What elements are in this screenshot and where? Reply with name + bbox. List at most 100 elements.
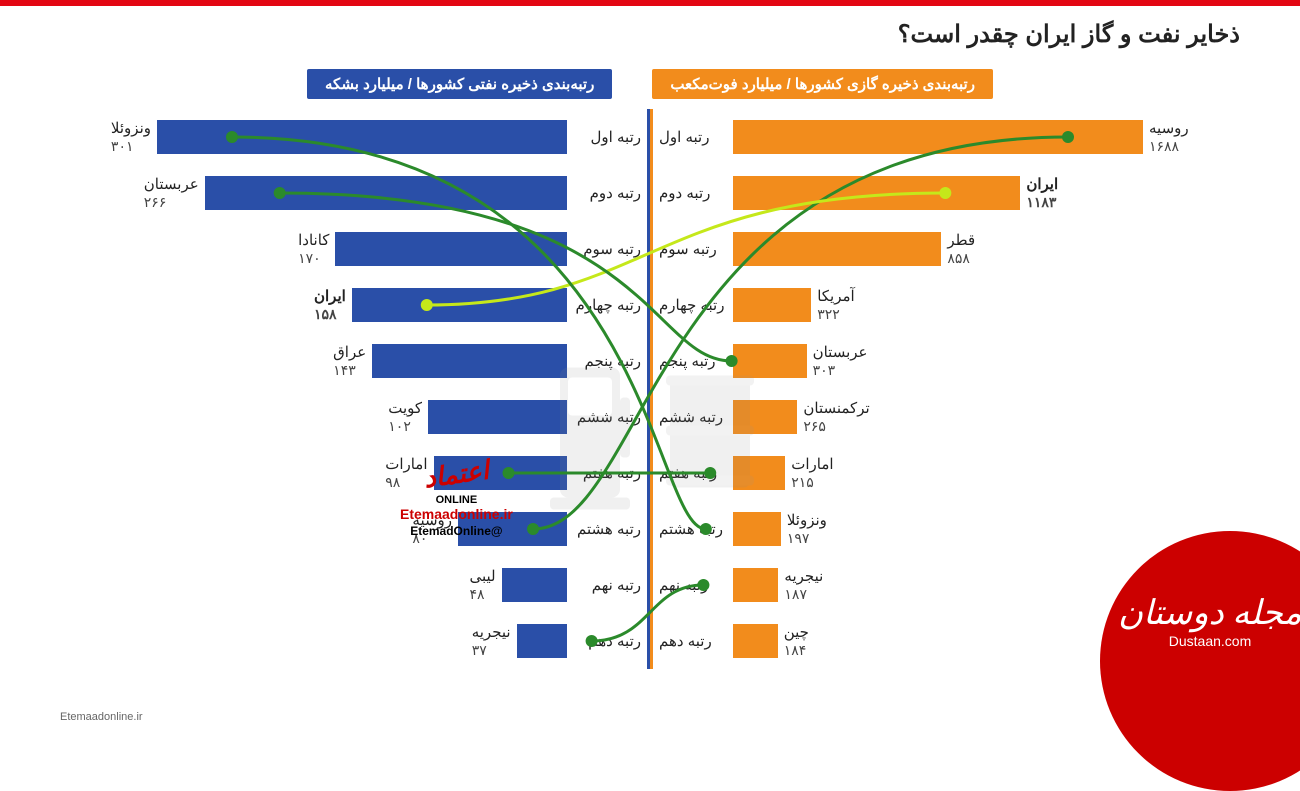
oil-label-block: عراق۱۴۳ bbox=[333, 344, 366, 379]
gas-bar-wrap: روسیه۱۶۸۸ bbox=[733, 120, 1240, 155]
gas-header: رتبه‌بندی ذخیره گازی کشورها / میلیارد فو… bbox=[652, 69, 993, 99]
oil-bar-wrap: کانادا۱۷۰ bbox=[60, 232, 567, 267]
gas-bar-china bbox=[733, 624, 778, 658]
gas-rank-label: رتبه سوم bbox=[653, 240, 733, 258]
gas-label-block: ایران۱۱۸۳ bbox=[1026, 176, 1058, 211]
gas-bar-usa bbox=[733, 288, 811, 322]
gas-label-block: امارات۲۱۵ bbox=[791, 456, 833, 491]
oil-value-libya: ۴۸ bbox=[469, 586, 484, 603]
stamp-title: مجله دوستان bbox=[1118, 593, 1300, 633]
gas-bar-wrap: آمریکا۳۲۲ bbox=[733, 288, 1240, 323]
gas-bar-russia bbox=[733, 120, 1143, 154]
gas-country-venezuela: ونزوئلا bbox=[787, 512, 827, 530]
oil-bar-wrap: لیبی۴۸ bbox=[60, 568, 567, 603]
gas-rank-label: رتبه نهم bbox=[653, 576, 733, 594]
oil-bar-iran bbox=[352, 288, 567, 322]
gas-value-saudi: ۳۰۳ bbox=[813, 362, 836, 379]
gas-label-block: ونزوئلا۱۹۷ bbox=[787, 512, 827, 547]
gas-bar-nigeria bbox=[733, 568, 778, 602]
gas-value-qatar: ۸۵۸ bbox=[947, 250, 970, 267]
oil-country-venezuela: ونزوئلا bbox=[111, 120, 151, 138]
oil-bar-libya bbox=[502, 568, 567, 602]
gas-country-russia: روسیه bbox=[1149, 120, 1189, 138]
charts-area: رتبه اول روسیه۱۶۸۸ رتبه دوم ایران۱۱۸۳ رتبه س… bbox=[60, 109, 1240, 669]
oil-country-nigeria: نیجریه bbox=[472, 624, 511, 642]
oil-value-saudi: ۲۶۶ bbox=[144, 194, 167, 211]
gas-country-usa: آمریکا bbox=[817, 288, 855, 306]
oil-rank-label: رتبه نهم bbox=[567, 576, 647, 594]
gas-bar-wrap: ترکمنستان۲۶۵ bbox=[733, 400, 1240, 435]
subtitles-row: رتبه‌بندی ذخیره گازی کشورها / میلیارد فو… bbox=[60, 69, 1240, 99]
oil-row-libya: رتبه نهم لیبی۴۸ bbox=[60, 557, 647, 613]
oil-label-block: ایران۱۵۸ bbox=[314, 288, 346, 323]
oil-label-block: ونزوئلا۳۰۱ bbox=[111, 120, 151, 155]
gas-rank-label: رتبه چهارم bbox=[653, 296, 733, 314]
oil-bar-wrap: نیجریه۳۷ bbox=[60, 624, 567, 659]
oil-rank-label: رتبه سوم bbox=[567, 240, 647, 258]
gas-bar-wrap: ایران۱۱۸۳ bbox=[733, 176, 1240, 211]
gas-row-iran: رتبه دوم ایران۱۱۸۳ bbox=[653, 165, 1240, 221]
oil-value-kuwait: ۱۰۲ bbox=[388, 418, 411, 435]
oil-row-nigeria: رتبه دهم نیجریه۳۷ bbox=[60, 613, 647, 669]
gas-country-uae: امارات bbox=[791, 456, 833, 474]
oil-bar-saudi bbox=[205, 176, 567, 210]
brand-handle: @EtemadOnline bbox=[410, 524, 502, 538]
gas-value-venezuela: ۱۹۷ bbox=[787, 530, 810, 547]
gas-bar-wrap: ونزوئلا۱۹۷ bbox=[733, 512, 1240, 547]
oil-value-uae: ۹۸ bbox=[385, 474, 400, 491]
oil-bar-wrap: کویت۱۰۲ bbox=[60, 400, 567, 435]
oil-country-iraq: عراق bbox=[333, 344, 366, 362]
oil-label-block: نیجریه۳۷ bbox=[472, 624, 511, 659]
gas-value-usa: ۳۲۲ bbox=[817, 306, 840, 323]
gas-label-block: ترکمنستان۲۶۵ bbox=[803, 400, 869, 435]
gas-value-nigeria: ۱۸۷ bbox=[784, 586, 807, 603]
oil-header: رتبه‌بندی ذخیره نفتی کشورها / میلیارد بش… bbox=[307, 69, 612, 99]
oil-label-block: عربستان۲۶۶ bbox=[144, 176, 199, 211]
oil-rank-label: رتبه دهم bbox=[567, 632, 647, 650]
oil-bar-wrap: عراق۱۴۳ bbox=[60, 344, 567, 379]
gas-bar-wrap: امارات۲۱۵ bbox=[733, 456, 1240, 491]
oil-country-canada: کانادا bbox=[298, 232, 329, 250]
oil-barrel-icon bbox=[666, 376, 754, 488]
oil-label-block: لیبی۴۸ bbox=[469, 568, 495, 603]
gas-value-turkmenistan: ۲۶۵ bbox=[803, 418, 826, 435]
gas-label-block: عربستان۳۰۳ bbox=[813, 344, 868, 379]
oil-bar-nigeria bbox=[517, 624, 567, 658]
oil-label-block: کویت۱۰۲ bbox=[388, 400, 422, 435]
gas-pump-icon bbox=[550, 368, 630, 510]
oil-bar-canada bbox=[335, 232, 567, 266]
page-title: ذخایر نفت و گاز ایران چقدر است؟ bbox=[60, 20, 1240, 49]
brand-name: اعتماد bbox=[398, 452, 514, 497]
gas-row-qatar: رتبه سوم قطر۸۵۸ bbox=[653, 221, 1240, 277]
gas-value-uae: ۲۱۵ bbox=[791, 474, 814, 491]
gas-bar-qatar bbox=[733, 232, 941, 266]
oil-row-canada: رتبه سوم کانادا۱۷۰ bbox=[60, 221, 647, 277]
stamp-site: Dustaan.com bbox=[1169, 633, 1251, 649]
oil-value-canada: ۱۷۰ bbox=[298, 250, 321, 267]
gas-row-usa: رتبه چهارمآمریکا۳۲۲ bbox=[653, 277, 1240, 333]
gas-bar-wrap: قطر۸۵۸ bbox=[733, 232, 1240, 267]
gas-country-saudi: عربستان bbox=[813, 344, 868, 362]
gas-country-turkmenistan: ترکمنستان bbox=[803, 400, 869, 418]
gas-label-block: نیجریه۱۸۷ bbox=[784, 568, 823, 603]
gas-country-iran: ایران bbox=[1026, 176, 1058, 194]
gas-value-russia: ۱۶۸۸ bbox=[1149, 138, 1179, 155]
oil-row-venezuela: رتبه اول ونزوئلا۳۰۱ bbox=[60, 109, 647, 165]
oil-bar-wrap: ایران۱۵۸ bbox=[60, 288, 567, 323]
oil-row-iran: رتبه چهارمایران۱۵۸ bbox=[60, 277, 647, 333]
gas-country-china: چین bbox=[784, 624, 809, 642]
oil-country-kuwait: کویت bbox=[388, 400, 422, 418]
brand-logo: اعتماد ONLINE Etemaadonline.ir @EtemadOn… bbox=[400, 460, 513, 538]
oil-value-venezuela: ۳۰۱ bbox=[111, 138, 134, 155]
watermark-icons bbox=[530, 328, 770, 533]
oil-country-iran: ایران bbox=[314, 288, 346, 306]
top-red-border bbox=[0, 0, 1300, 6]
gas-rank-label: رتبه دوم bbox=[653, 184, 733, 202]
brand-sub: ONLINE bbox=[436, 494, 478, 506]
brand-url: Etemaadonline.ir bbox=[400, 506, 513, 522]
oil-rank-label: رتبه اول bbox=[567, 128, 647, 146]
gas-label-block: قطر۸۵۸ bbox=[947, 232, 975, 267]
oil-value-iraq: ۱۴۳ bbox=[333, 362, 356, 379]
oil-label-block: کانادا۱۷۰ bbox=[298, 232, 329, 267]
oil-row-saudi: رتبه دومعربستان۲۶۶ bbox=[60, 165, 647, 221]
